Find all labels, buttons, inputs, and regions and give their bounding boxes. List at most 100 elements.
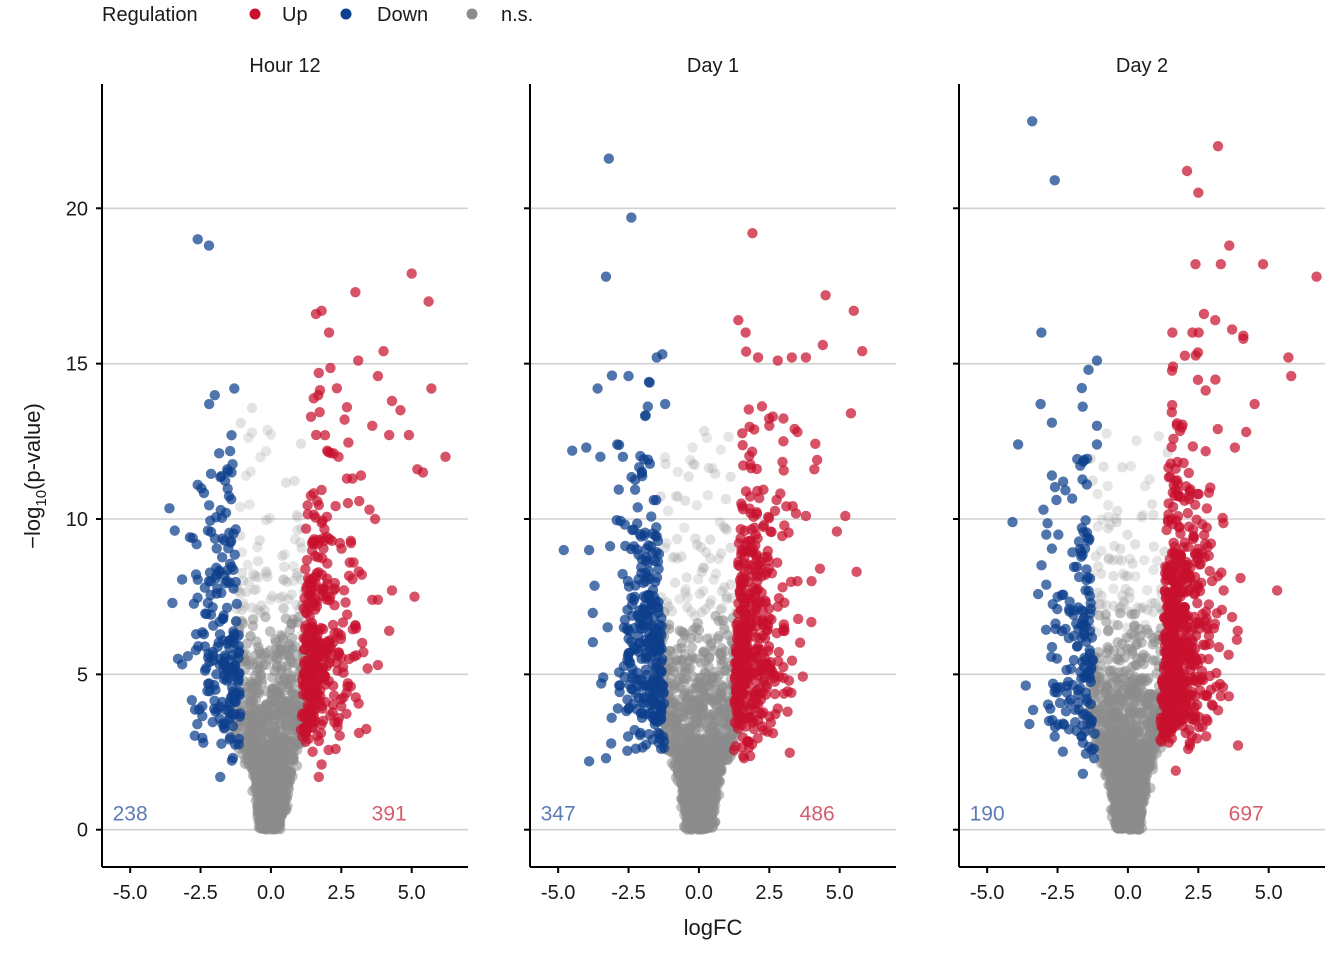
ns-point <box>682 813 693 824</box>
up-outlier-point <box>786 352 798 363</box>
ns-point <box>660 458 671 470</box>
ns-point <box>723 431 734 443</box>
down-point <box>210 512 222 523</box>
down-point <box>653 602 664 614</box>
ns-point <box>245 752 257 763</box>
up-outlier-point <box>820 290 831 301</box>
ns-point <box>682 702 693 713</box>
ns-point <box>707 463 718 474</box>
ns-point <box>246 402 258 414</box>
points-group <box>558 153 868 835</box>
up-point <box>737 732 749 743</box>
ns-point <box>706 815 717 826</box>
up-outlier-point <box>403 429 415 441</box>
ns-point <box>292 525 303 536</box>
ns-point <box>703 681 714 692</box>
ns-point <box>705 632 716 644</box>
up-point <box>752 641 764 652</box>
up-point <box>792 613 804 625</box>
up-point <box>738 460 749 471</box>
down-point <box>630 743 642 754</box>
up-point <box>332 721 343 733</box>
down-point <box>657 653 668 665</box>
ns-point <box>698 585 709 597</box>
ns-point <box>281 660 293 672</box>
down-point <box>644 458 656 470</box>
up-point <box>756 401 768 412</box>
up-outlier-point <box>369 513 381 525</box>
up-point <box>333 712 344 724</box>
down-point <box>186 695 198 706</box>
down-point <box>231 598 243 610</box>
ns-point <box>250 570 261 582</box>
down-point <box>229 631 240 642</box>
down-point <box>209 533 221 544</box>
up-point <box>305 490 317 501</box>
up-point <box>328 585 339 596</box>
ns-point <box>687 651 698 663</box>
up-point <box>356 637 368 649</box>
up-outlier-point <box>851 566 862 578</box>
down-point <box>605 738 617 749</box>
down-point <box>604 540 616 552</box>
up-point <box>772 601 784 612</box>
ns-point <box>255 600 267 611</box>
ns-point <box>278 743 290 754</box>
up-point <box>769 688 781 700</box>
ns-point <box>291 567 303 579</box>
ns-point <box>689 769 700 781</box>
ns-point <box>261 568 272 579</box>
ns-point <box>1112 505 1123 517</box>
panel-title-day1: Day 1 <box>687 55 739 77</box>
ns-point <box>665 646 676 657</box>
down-point <box>636 467 648 479</box>
down-point <box>208 620 219 631</box>
up-point <box>339 414 350 425</box>
ns-point <box>262 424 273 436</box>
down-point <box>218 613 229 624</box>
ns-point <box>235 501 246 513</box>
up-outlier-point <box>772 703 783 714</box>
down-outlier-point <box>583 544 595 556</box>
ns-point <box>677 656 688 667</box>
ns-point <box>1103 552 1115 564</box>
down-point <box>207 716 218 728</box>
ns-point <box>710 568 722 579</box>
down-point <box>184 532 196 543</box>
ns-point <box>712 633 724 644</box>
up-point <box>325 362 336 374</box>
up-outlier-point <box>313 771 324 783</box>
ns-point <box>725 733 736 744</box>
up-outlier-point <box>738 753 750 764</box>
down-point <box>205 468 217 480</box>
down-point <box>658 698 670 709</box>
ns-point <box>1148 606 1159 618</box>
ns-point <box>271 758 283 770</box>
ns-point <box>694 588 706 600</box>
up-point <box>323 643 334 654</box>
ns-point <box>680 584 691 595</box>
ns-point <box>681 572 692 583</box>
ns-point <box>702 633 713 644</box>
ns-point <box>1098 461 1109 472</box>
ns-point <box>721 593 732 605</box>
ns-point <box>689 459 700 471</box>
up-point <box>758 620 769 632</box>
down-point <box>656 665 667 677</box>
down-point <box>224 445 236 457</box>
down-point <box>651 531 662 542</box>
up-point <box>740 634 751 645</box>
up-outlier-point <box>778 436 789 447</box>
ns-point <box>253 572 264 583</box>
legend-label-up: Up <box>282 4 308 26</box>
ns-point <box>240 470 252 481</box>
ns-point <box>705 553 716 564</box>
up-outlier-point <box>733 314 744 326</box>
down-outlier-point <box>203 240 215 251</box>
up-outlier-point <box>367 420 378 431</box>
ns-point <box>669 577 681 588</box>
up-point <box>754 632 765 644</box>
down-point <box>182 651 194 662</box>
ns-point <box>671 723 682 735</box>
ns-point <box>254 535 265 546</box>
